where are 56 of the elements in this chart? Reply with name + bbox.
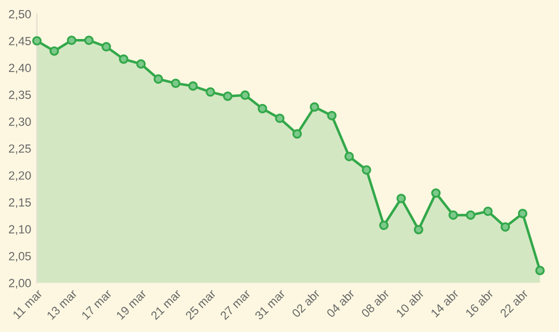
point [206, 87, 216, 97]
point [275, 114, 284, 124]
x-tick-label: 17 mar [81, 288, 112, 320]
x-tick-label: 31 mar [254, 288, 286, 320]
point [518, 208, 528, 218]
point [292, 129, 302, 139]
point [310, 102, 320, 112]
y-tick-label: 2,25 [8, 144, 31, 154]
x-tick-label: 19 mar [116, 288, 147, 320]
point [170, 78, 180, 88]
x-tick-label: 04 abr [326, 288, 356, 318]
point [344, 152, 354, 162]
x-tick-label: 02 abr [291, 288, 320, 318]
x-tick-label: 16 abr [464, 288, 494, 318]
x-tick-label: 11 mar [12, 288, 43, 320]
point [223, 92, 232, 101]
point [396, 194, 406, 204]
point [84, 36, 94, 46]
x-tick-label: 14 abr [430, 288, 460, 318]
y-tick-label: 2,05 [8, 252, 31, 262]
point [379, 220, 389, 230]
y-tick-label: 2,40 [8, 64, 31, 74]
point [240, 90, 250, 100]
point [66, 36, 76, 46]
x-tick-label: 08 abr [360, 288, 390, 318]
x-tick-label: 10 abr [396, 288, 425, 318]
point [327, 110, 337, 120]
point [136, 59, 146, 69]
point [500, 222, 510, 232]
y-tick-label: 2,00 [8, 278, 31, 289]
point [118, 54, 128, 64]
point [466, 210, 476, 220]
y-tick-label: 2,20 [8, 171, 31, 182]
point [535, 266, 545, 276]
y-tick-label: 2,50 [8, 10, 31, 20]
point [154, 74, 164, 84]
x-tick-label: 21 mar [150, 288, 182, 320]
y-tick-label: 2,30 [8, 118, 31, 128]
point [362, 165, 372, 175]
point [448, 210, 458, 220]
y-tick-label: 2,35 [8, 90, 31, 100]
y-tick-label: 2,15 [8, 198, 31, 208]
point [483, 206, 493, 216]
x-tick-label: 25 mar [185, 288, 216, 320]
x-tick-label: 27 mar [220, 288, 252, 320]
point [32, 36, 42, 46]
x-tick-label: 22 abr [499, 288, 529, 318]
x-tick-label: 13 mar [46, 288, 78, 320]
point [102, 42, 112, 52]
point [258, 104, 268, 114]
point [50, 46, 59, 56]
point [414, 224, 424, 234]
y-tick-label: 2,10 [8, 225, 31, 235]
y-tick-label: 2,45 [8, 36, 31, 47]
point [188, 81, 198, 91]
point [431, 188, 441, 198]
